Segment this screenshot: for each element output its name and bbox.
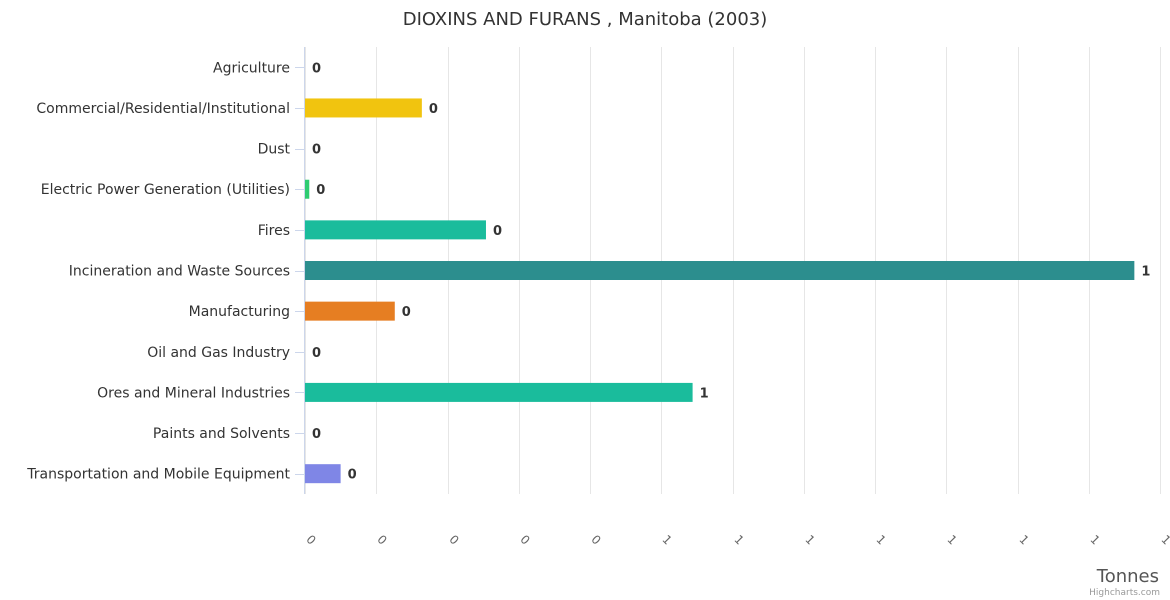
- x-tick-label: 1: [1016, 532, 1031, 547]
- category-label: Commercial/Residential/Institutional: [36, 101, 290, 117]
- x-tick-label: 0: [588, 532, 603, 547]
- bar: [305, 301, 395, 321]
- credit: Highcharts.com: [1089, 588, 1160, 598]
- category-label: Dust: [258, 142, 291, 158]
- data-label: 0: [348, 468, 357, 483]
- bar: [305, 464, 341, 484]
- x-axis-ticks: 0 0 0 0 0 1 1 1 1 1 1 1 1: [303, 532, 1170, 547]
- data-label: 0: [312, 346, 321, 361]
- bars: [305, 98, 1135, 484]
- x-tick-label: 1: [731, 532, 746, 547]
- x-tick-label: 1: [873, 532, 888, 547]
- data-labels: 0 0 0 0 0 1 0 0 1 0 0: [312, 61, 1150, 482]
- x-axis-title: Tonnes: [1096, 566, 1159, 587]
- data-label: 0: [493, 224, 502, 239]
- bar: [305, 98, 422, 118]
- category-label: Fires: [258, 223, 290, 239]
- category-label: Ores and Mineral Industries: [97, 385, 290, 401]
- category-labels: Agriculture Commercial/Residential/Instit…: [26, 60, 290, 482]
- x-tick-label: 0: [517, 532, 532, 547]
- category-label: Electric Power Generation (Utilities): [41, 182, 290, 198]
- category-label: Manufacturing: [189, 304, 290, 320]
- bar: [305, 382, 693, 402]
- bar: [305, 261, 1135, 280]
- x-tick-label: 1: [1158, 532, 1170, 547]
- category-label: Oil and Gas Industry: [147, 345, 290, 361]
- category-label: Incineration and Waste Sources: [69, 264, 290, 280]
- x-tick-label: 0: [303, 532, 318, 547]
- data-label: 0: [312, 427, 321, 442]
- data-label: 1: [1141, 265, 1150, 280]
- x-tick-label: 1: [1087, 532, 1102, 547]
- data-label: 0: [312, 61, 321, 76]
- category-label: Transportation and Mobile Equipment: [26, 467, 290, 483]
- data-label: 0: [402, 305, 411, 320]
- x-tick-label: 0: [446, 532, 461, 547]
- x-tick-label: 1: [944, 532, 959, 547]
- category-label: Agriculture: [213, 60, 290, 76]
- bar: [305, 220, 486, 240]
- data-label: 0: [429, 102, 438, 117]
- x-tick-label: 0: [374, 532, 389, 547]
- category-label: Paints and Solvents: [153, 426, 290, 442]
- chart-title: DIOXINS AND FURANS , Manitoba (2003): [403, 9, 768, 30]
- data-label: 1: [700, 386, 709, 401]
- x-tick-label: 1: [802, 532, 817, 547]
- data-label: 0: [312, 143, 321, 158]
- data-label: 0: [316, 183, 325, 198]
- x-tick-label: 1: [659, 532, 674, 547]
- bar: [305, 179, 310, 199]
